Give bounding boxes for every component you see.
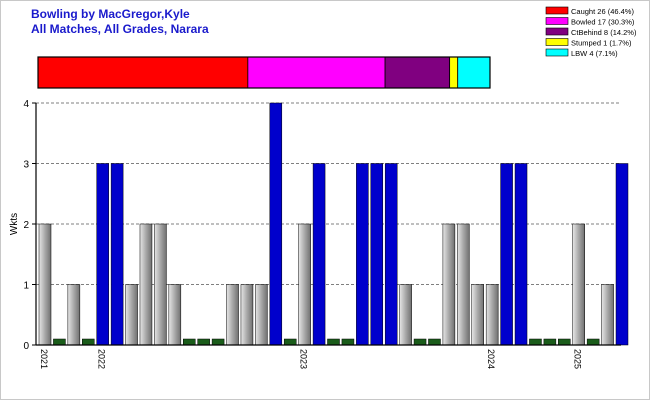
wicket-bar (226, 284, 239, 346)
legend-label: Caught 26 (46.4%) (571, 7, 634, 16)
zero-marker (82, 338, 95, 346)
y-tick-label: 2 (23, 220, 29, 231)
wicket-bar (38, 223, 52, 346)
wicket-bar (96, 163, 109, 346)
wicket-bar (298, 223, 311, 346)
wicket-bar (240, 284, 254, 346)
zero-marker (413, 338, 427, 346)
wicket-bar (442, 223, 456, 346)
wicket-bar (67, 284, 81, 346)
dismissal-segment (247, 56, 386, 89)
wicket-bar (110, 163, 124, 346)
dismissal-bar (37, 56, 491, 89)
x-tick-label: 2025 (573, 349, 583, 369)
zero-marker (543, 338, 557, 346)
dismissal-segment (449, 56, 459, 89)
dismissal-segment (384, 56, 451, 89)
wicket-bar (384, 163, 398, 346)
wicket-bar (125, 284, 138, 346)
wicket-bar (471, 284, 484, 346)
legend-swatch (545, 17, 569, 25)
chart-subtitle: All Matches, All Grades, Narara (31, 22, 209, 36)
wicket-bar (312, 163, 326, 346)
wicket-bar (370, 163, 384, 346)
wicket-bar (154, 223, 167, 346)
zero-marker (341, 338, 355, 346)
zero-marker (211, 338, 225, 346)
plot-area: 0 1 2 3 4 Wkts 2021 2022 2023 2024 2025 (9, 99, 629, 369)
zero-marker (558, 338, 571, 346)
zero-marker (327, 338, 340, 346)
legend-swatch (545, 27, 569, 36)
zero-marker (586, 338, 600, 346)
dismissal-segment (37, 56, 249, 89)
chart-title: Bowling by MacGregor,Kyle (31, 7, 190, 21)
y-tick-label: 3 (23, 160, 29, 171)
wicket-bar (615, 163, 629, 346)
legend-label: Stumped 1 (1.7%) (571, 39, 632, 48)
y-axis-label: Wkts (9, 213, 20, 235)
y-tick-label: 1 (23, 281, 29, 292)
x-tick-label: 2023 (299, 349, 309, 369)
wicket-bar (356, 163, 369, 346)
x-tick-label: 2024 (486, 349, 496, 369)
wicket-bar (269, 102, 283, 346)
zero-marker (197, 338, 210, 346)
zero-marker (53, 338, 66, 346)
wicket-bar (572, 223, 585, 346)
dismissal-segment (457, 56, 491, 89)
legend-label: CtBehind 8 (14.2%) (571, 28, 637, 37)
y-tick-label: 0 (23, 341, 29, 352)
wicket-bar (255, 284, 268, 346)
legend-swatch (545, 38, 569, 46)
legend-swatch (545, 6, 569, 15)
wicket-bar (457, 223, 470, 346)
wicket-bar (139, 223, 153, 346)
zero-marker (428, 338, 441, 346)
wicket-bar (500, 163, 513, 346)
legend-label: LBW 4 (7.1%) (571, 49, 618, 58)
dismissal-bar-outline (37, 56, 491, 89)
zero-marker (183, 338, 196, 346)
x-tick-label: 2022 (97, 349, 107, 369)
wicket-bar (399, 284, 412, 346)
x-tick-label: 2021 (39, 349, 49, 369)
wicket-bar (485, 284, 499, 346)
zero-marker (283, 338, 297, 346)
y-tick-label: 4 (23, 99, 29, 110)
legend-label: Bowled 17 (30.3%) (571, 18, 635, 27)
wicket-bar (168, 284, 182, 346)
wicket-bar (514, 163, 528, 346)
legend: Caught 26 (46.4%) Bowled 17 (30.3%)CtBehi… (545, 6, 637, 58)
legend-swatch (545, 48, 569, 57)
zero-marker (529, 338, 542, 346)
wicket-bar (601, 284, 614, 346)
